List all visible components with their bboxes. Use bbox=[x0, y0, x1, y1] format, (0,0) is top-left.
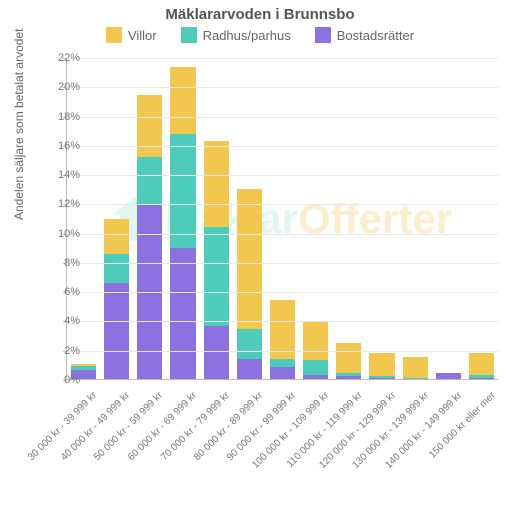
y-tick-label: 22% bbox=[44, 52, 80, 64]
y-tick-label: 0% bbox=[44, 374, 80, 386]
legend-label: Radhus/parhus bbox=[203, 28, 291, 43]
bar-column bbox=[137, 58, 162, 379]
legend-swatch-villor bbox=[106, 27, 122, 43]
bar-column bbox=[336, 58, 361, 379]
bar-column bbox=[436, 58, 461, 379]
y-tick-label: 14% bbox=[44, 169, 80, 181]
y-tick-label: 2% bbox=[44, 345, 80, 357]
bar-segment-villor bbox=[237, 189, 262, 329]
bar-segment-bostadsratter bbox=[369, 378, 394, 379]
chart-title: Mäklararvoden i Brunnsbo bbox=[0, 0, 520, 23]
bar-segment-villor bbox=[104, 219, 129, 254]
grid-line bbox=[67, 87, 498, 88]
bar-segment-radhus bbox=[403, 378, 428, 379]
y-tick-label: 10% bbox=[44, 228, 80, 240]
y-tick-label: 4% bbox=[44, 315, 80, 327]
legend-swatch-radhus bbox=[181, 27, 197, 43]
legend-item-villor: Villor bbox=[106, 27, 157, 43]
bar-segment-villor bbox=[170, 67, 195, 134]
y-tick-label: 12% bbox=[44, 198, 80, 210]
bar-segment-bostadsratter bbox=[204, 326, 229, 379]
legend-item-bostadsratter: Bostadsrätter bbox=[315, 27, 414, 43]
grid-line bbox=[67, 292, 498, 293]
grid-line bbox=[67, 175, 498, 176]
grid-line bbox=[67, 204, 498, 205]
bar-segment-bostadsratter bbox=[170, 248, 195, 379]
bar-column bbox=[104, 58, 129, 379]
legend-label: Villor bbox=[128, 28, 157, 43]
bar-column bbox=[303, 58, 328, 379]
bar-column bbox=[403, 58, 428, 379]
bar-segment-bostadsratter bbox=[237, 359, 262, 379]
bar-column bbox=[369, 58, 394, 379]
bar-segment-radhus bbox=[303, 360, 328, 375]
grid-line bbox=[67, 263, 498, 264]
x-label-slot: 150 000 kr eller mer bbox=[469, 384, 494, 504]
y-tick-label: 16% bbox=[44, 140, 80, 152]
bar-segment-radhus bbox=[204, 227, 229, 326]
chart-container: Mäklararvoden i Brunnsbo Villor Radhus/p… bbox=[0, 0, 520, 520]
legend-label: Bostadsrätter bbox=[337, 28, 414, 43]
plot-area: MäklarOfferter bbox=[66, 58, 498, 380]
grid-line bbox=[67, 321, 498, 322]
bar-segment-radhus bbox=[170, 134, 195, 248]
y-tick-label: 8% bbox=[44, 257, 80, 269]
legend: Villor Radhus/parhus Bostadsrätter bbox=[0, 23, 520, 47]
y-axis-label: Andelen säljare som betalat arvodet bbox=[12, 29, 26, 220]
bar-column bbox=[469, 58, 494, 379]
grid-line bbox=[67, 117, 498, 118]
bar-segment-bostadsratter bbox=[270, 367, 295, 379]
bar-column bbox=[71, 58, 96, 379]
y-tick-label: 6% bbox=[44, 286, 80, 298]
bar-segment-villor bbox=[336, 343, 361, 374]
bar-segment-villor bbox=[204, 141, 229, 227]
bar-segment-bostadsratter bbox=[469, 378, 494, 379]
bar-segment-villor bbox=[369, 353, 394, 376]
legend-swatch-bostadsratter bbox=[315, 27, 331, 43]
bars-group bbox=[67, 58, 498, 379]
grid-line bbox=[67, 351, 498, 352]
bar-segment-villor bbox=[137, 95, 162, 158]
bar-segment-bostadsratter bbox=[104, 283, 129, 379]
y-tick-label: 20% bbox=[44, 81, 80, 93]
grid-line bbox=[67, 146, 498, 147]
legend-item-radhus: Radhus/parhus bbox=[181, 27, 291, 43]
x-labels: 30 000 kr - 39 999 kr40 000 kr - 49 999 … bbox=[66, 384, 498, 504]
bar-column bbox=[270, 58, 295, 379]
bar-column bbox=[237, 58, 262, 379]
grid-line bbox=[67, 234, 498, 235]
bar-segment-bostadsratter bbox=[303, 375, 328, 379]
bar-segment-villor bbox=[469, 353, 494, 375]
bar-column bbox=[204, 58, 229, 379]
bar-segment-villor bbox=[403, 357, 428, 377]
bar-column bbox=[170, 58, 195, 379]
bar-segment-radhus bbox=[104, 254, 129, 283]
y-tick-label: 18% bbox=[44, 111, 80, 123]
bar-segment-bostadsratter bbox=[336, 376, 361, 379]
bar-segment-villor bbox=[303, 322, 328, 360]
bar-segment-radhus bbox=[270, 359, 295, 368]
bar-segment-radhus bbox=[137, 157, 162, 204]
bar-segment-radhus bbox=[237, 329, 262, 358]
bar-segment-bostadsratter bbox=[436, 373, 461, 379]
grid-line bbox=[67, 58, 498, 59]
